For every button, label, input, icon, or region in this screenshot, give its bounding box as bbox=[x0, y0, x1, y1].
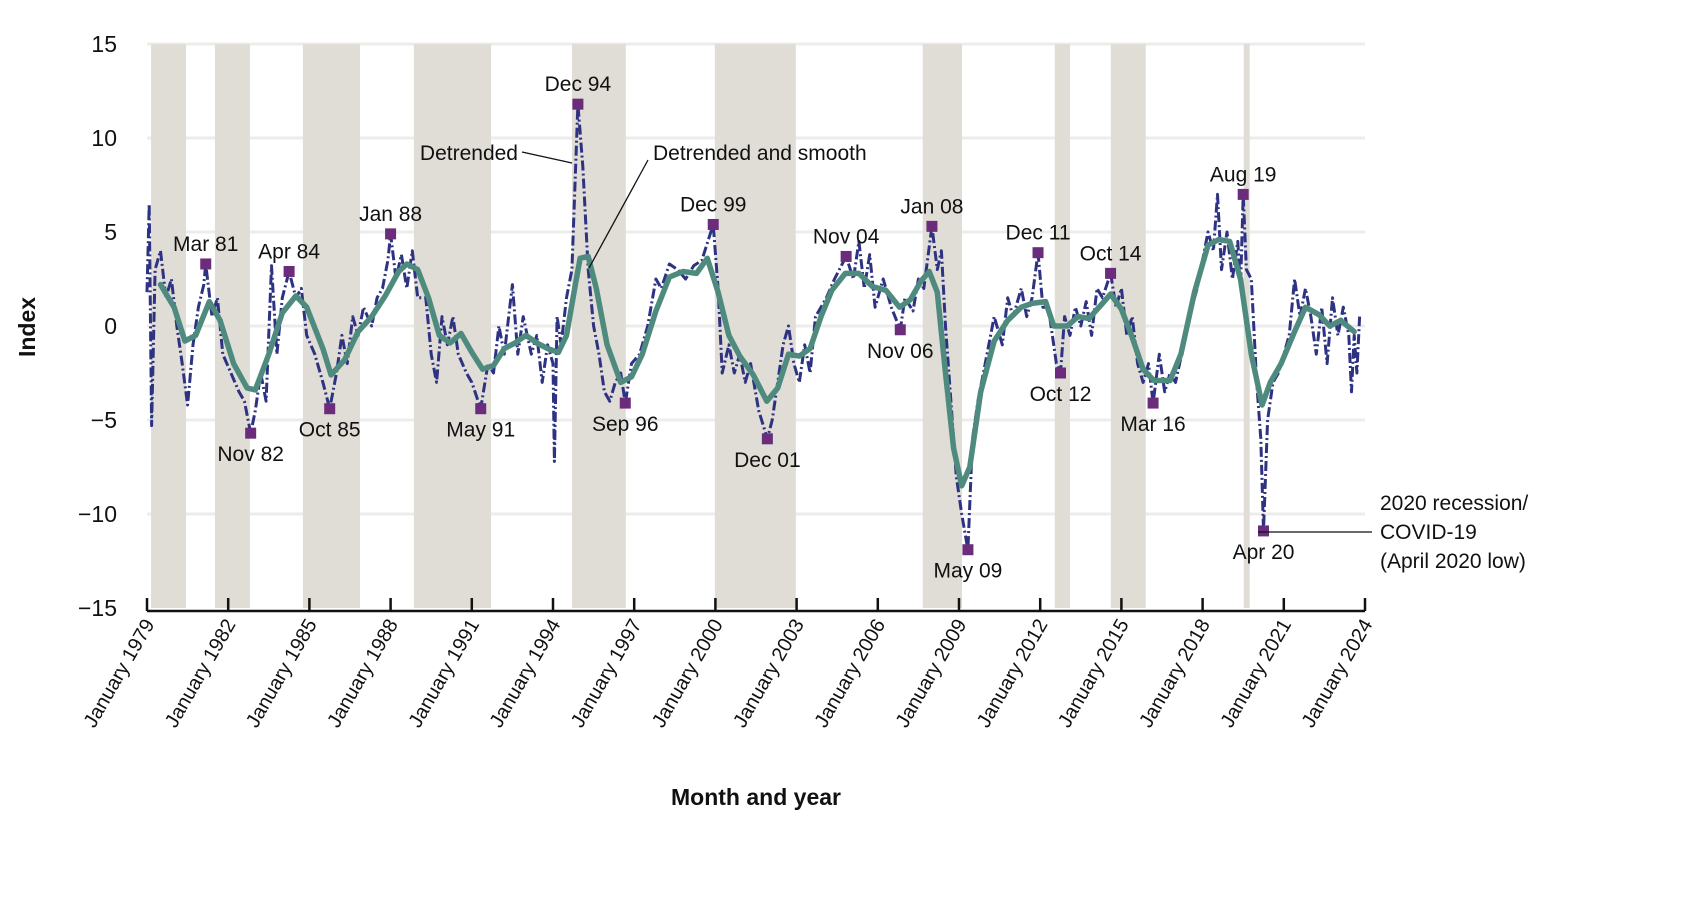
turning-point-label: Jan 88 bbox=[359, 203, 422, 226]
turning-point-label: Mar 16 bbox=[1120, 413, 1185, 436]
x-tick-label: January 2006 bbox=[810, 616, 890, 732]
turning-point-marker bbox=[572, 98, 584, 110]
turning-point-label: Apr 84 bbox=[258, 240, 320, 263]
turning-point-label: Oct 14 bbox=[1080, 242, 1142, 265]
turning-point-markers: Mar 81 Nov 82 Apr 84 Oct 85 Jan 88 May 91 Dec … bbox=[173, 73, 1294, 583]
turning-point-label: Dec 11 bbox=[1006, 222, 1071, 245]
y-tick-label: 15 bbox=[91, 31, 117, 57]
smooth-leader-line bbox=[588, 159, 649, 269]
x-tick-label: January 1997 bbox=[567, 616, 647, 732]
turning-point-label: Nov 04 bbox=[813, 225, 880, 248]
y-axis-label: Index bbox=[14, 297, 40, 357]
x-tick-label: January 2021 bbox=[1216, 616, 1296, 732]
x-tick-label: January 2012 bbox=[973, 616, 1053, 732]
smooth-annotation: Detrended and smooth bbox=[653, 142, 867, 165]
x-tick-label: January 2024 bbox=[1298, 616, 1378, 732]
covid-annotation-line-2: COVID-19 bbox=[1380, 521, 1477, 544]
turning-point-label: Sep 96 bbox=[592, 413, 659, 436]
detrended-annotation: Detrended bbox=[420, 142, 518, 165]
y-tick-label: 5 bbox=[104, 219, 117, 245]
turning-point-marker bbox=[761, 433, 773, 445]
turning-point-marker bbox=[962, 544, 974, 556]
turning-point-label: Nov 06 bbox=[867, 340, 934, 363]
detrended-leader-line bbox=[521, 151, 573, 164]
smooth-series bbox=[157, 236, 1357, 489]
turning-point-label: May 91 bbox=[446, 419, 515, 442]
x-tick-label: January 1988 bbox=[323, 616, 403, 732]
turning-point-marker bbox=[707, 218, 719, 230]
x-tick-label: January 2009 bbox=[892, 616, 972, 732]
x-axis-label: Month and year bbox=[671, 784, 841, 810]
x-tick-label: January 1985 bbox=[242, 616, 322, 732]
turning-point-marker bbox=[1032, 247, 1044, 259]
turning-point-marker bbox=[385, 228, 397, 240]
turning-point-label: Mar 81 bbox=[173, 233, 238, 256]
x-tick-label: January 1979 bbox=[80, 616, 160, 732]
y-tick-label: −15 bbox=[78, 595, 117, 621]
turning-point-marker bbox=[1258, 525, 1269, 537]
turning-point-marker bbox=[1237, 188, 1249, 200]
y-tick-label: −10 bbox=[78, 501, 117, 527]
turning-point-label: Dec 99 bbox=[680, 193, 747, 216]
turning-point-label: Nov 82 bbox=[217, 443, 284, 466]
turning-point-marker bbox=[324, 403, 336, 415]
turning-point-label: Aug 19 bbox=[1210, 163, 1277, 186]
x-tick-label: January 2015 bbox=[1054, 616, 1134, 732]
y-tick-label: 0 bbox=[104, 313, 117, 339]
x-tick-label: January 1991 bbox=[404, 616, 484, 732]
x-tick-label: January 1994 bbox=[486, 616, 566, 732]
turning-point-marker bbox=[475, 403, 487, 415]
annotations: Detrended Detrended and smooth 2020 rece… bbox=[420, 142, 1529, 573]
turning-point-label: Oct 85 bbox=[299, 419, 361, 442]
x-tick-label: January 2018 bbox=[1135, 616, 1215, 732]
turning-point-marker bbox=[894, 324, 906, 336]
turning-point-marker bbox=[283, 265, 295, 277]
x-tick-label: January 2003 bbox=[729, 616, 809, 732]
y-tick-label: −5 bbox=[91, 407, 117, 433]
turning-point-label: Jan 08 bbox=[900, 195, 963, 218]
turning-point-label: May 09 bbox=[933, 560, 1002, 583]
turning-point-label: Dec 94 bbox=[545, 73, 612, 96]
turning-point-marker bbox=[245, 427, 257, 439]
turning-point-marker bbox=[1055, 367, 1066, 379]
y-tick-label: 10 bbox=[91, 125, 117, 151]
turning-point-marker bbox=[200, 258, 212, 270]
turning-point-marker bbox=[1147, 397, 1159, 409]
x-tick-label: January 2000 bbox=[648, 616, 728, 732]
turning-point-marker bbox=[926, 220, 938, 232]
turning-point-label: Oct 12 bbox=[1030, 383, 1092, 406]
turning-point-marker bbox=[1105, 267, 1117, 279]
covid-annotation-line-3: (April 2020 low) bbox=[1380, 550, 1526, 573]
smooth-line bbox=[157, 236, 1357, 489]
turning-point-label: Apr 20 bbox=[1233, 541, 1295, 564]
turning-point-label: Dec 01 bbox=[734, 449, 801, 472]
turning-point-marker bbox=[840, 250, 852, 262]
covid-annotation-line-1: 2020 recession/ bbox=[1380, 492, 1528, 515]
turning-point-marker bbox=[619, 397, 631, 409]
x-tick-label: January 1982 bbox=[161, 616, 241, 732]
